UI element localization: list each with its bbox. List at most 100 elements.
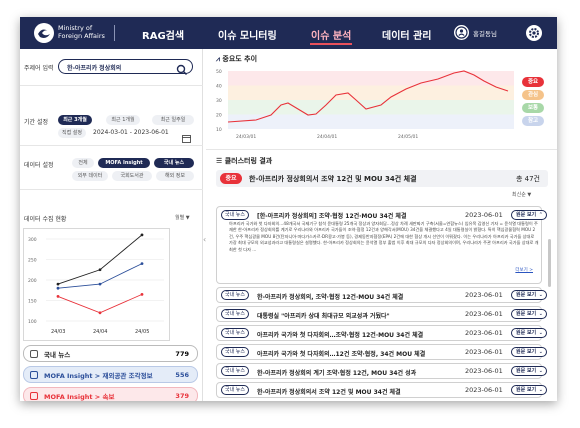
data-point <box>56 282 60 286</box>
calendar-icon[interactable] <box>182 128 191 147</box>
y-tick-label: 50 <box>216 69 222 75</box>
checkbox[interactable] <box>30 370 38 379</box>
user-icon[interactable] <box>454 25 469 40</box>
source-tag: 국내 뉴스 <box>221 290 249 300</box>
nav-issue-analysis[interactable]: 이슈 분석 <box>311 31 352 42</box>
view-original-button[interactable]: 원문 보기 ⌄ <box>511 347 547 357</box>
importance-band <box>228 85 514 100</box>
data-mofa-insight[interactable]: MOFA Insight <box>98 158 150 168</box>
analysis-panel: ⩘ 중요도 추이 50 40 30 20 10 24/03/01 24/04/01 24/05… <box>206 49 557 401</box>
importance-band <box>228 71 514 86</box>
divider <box>20 189 203 190</box>
user-name[interactable]: 홍길동님 <box>473 30 497 38</box>
data-point <box>140 292 144 296</box>
article-row[interactable]: 국내 뉴스 아프리카 국가와 첫 다자회의…12건 조약·협정, 34건 MOU … <box>216 344 547 360</box>
topic-search-input[interactable]: 한-아프리카 정상회의 <box>58 59 193 76</box>
view-original-button[interactable]: 원문 보기 ⌄ <box>511 328 547 338</box>
checkbox[interactable] <box>30 349 38 358</box>
chevron-down-icon: ⌄ <box>538 368 543 374</box>
active-nav-indicator <box>310 43 352 45</box>
read-more-link[interactable]: 더보기 > <box>515 268 533 273</box>
top-nav-bar: Ministry of Foreign Affairs RAG검색 이슈 모니터… <box>20 17 557 49</box>
article-title[interactable]: [한-아프리카 정상회의] 조약·협정 12건·MOU 34건 체결 <box>257 213 407 220</box>
data-point <box>98 311 102 315</box>
view-original-button[interactable]: 원문 보기 ⌄ <box>511 366 547 376</box>
view-original-label: 원문 보기 <box>516 330 537 336</box>
header-divider <box>114 25 115 41</box>
data-overseas[interactable]: 해외 정보 <box>156 171 194 181</box>
divider <box>206 149 557 150</box>
source-tag: 국내 뉴스 <box>221 366 249 376</box>
topic-value[interactable]: 한-아프리카 정상회의 <box>67 65 122 72</box>
article-date: 2023-06-01 <box>465 348 503 356</box>
article-row[interactable]: 국내 뉴스 한-아프리카 정상회의, 조약·협정 12건·MOU 34건 체결 20… <box>216 287 547 303</box>
source-count: 779 <box>175 349 189 358</box>
period-custom[interactable]: 직접 설정 <box>58 128 86 138</box>
collection-label: 데이터 수집 현황 <box>24 216 67 223</box>
importance-trend-svg: 50 40 30 20 10 24/03/01 24/04/01 24/05/01 <box>216 69 514 140</box>
search-icon[interactable] <box>176 61 188 80</box>
source-tag: 국내 뉴스 <box>221 385 249 395</box>
mofa-logo-icon[interactable] <box>34 23 54 43</box>
period-1month[interactable]: 최근 1개월 <box>106 115 140 125</box>
article-title[interactable]: 한-아프리카 정상회의서 조약 12건 및 MOU 34건 체결 <box>257 389 401 396</box>
data-domestic-news[interactable]: 국내 뉴스 <box>154 158 194 168</box>
y-tick-label: 250 <box>28 258 37 264</box>
legend-interest[interactable]: 관심 <box>522 90 544 100</box>
chevron-down-icon: ⌄ <box>538 292 543 298</box>
source-row-mofa-breaking[interactable]: MOFA Insight > 속보 379 <box>23 387 198 401</box>
view-original-label: 원문 보기 <box>516 368 537 374</box>
source-tag: 국내 뉴스 <box>221 309 249 319</box>
article-row[interactable]: 국내 뉴스 한-아프리카 정상회의서 조약 12건 및 MOU 34건 체결 202… <box>216 382 547 398</box>
view-original-label: 원문 보기 <box>516 349 537 355</box>
org-name-line1: Ministry of <box>58 24 93 32</box>
article-title[interactable]: 아프리카 국가와 첫 다자회의…12건 조약·협정, 34건 MOU 체결 <box>257 351 426 358</box>
scrollbar[interactable] <box>548 239 551 287</box>
importance-trend-chart: 50 40 30 20 10 24/03/01 24/04/01 24/05/01 중요 관심… <box>216 65 548 142</box>
legend-important[interactable]: 중요 <box>522 77 544 87</box>
topic-label: 주제어 입력 <box>24 65 54 72</box>
source-row-domestic-news[interactable]: 국내 뉴스 779 <box>23 345 198 362</box>
divider <box>20 145 203 146</box>
data-point <box>98 282 102 286</box>
article-title[interactable]: 한-아프리카 정상회의 계기 조약·협정 12건, MOU 34건 성과 <box>257 370 417 377</box>
data-all[interactable]: 전체 <box>72 158 94 168</box>
chevron-down-icon: ⌄ <box>538 349 543 355</box>
view-original-button[interactable]: 원문 보기 ⌄ <box>511 309 547 319</box>
chevron-down-icon: ⌄ <box>538 330 543 336</box>
y-tick-label: 300 <box>28 237 37 243</box>
legend-reference[interactable]: 참고 <box>522 116 544 126</box>
sort-dropdown[interactable]: 최신순 ▼ <box>512 192 532 198</box>
cluster-headline: 한-아프리카 정상회의서 조약 12건 및 MOU 34건 체결 <box>249 175 417 183</box>
period-dropdown[interactable]: 월별 ▼ <box>175 215 190 221</box>
data-point <box>140 262 144 265</box>
period-3months[interactable]: 최근 3개월 <box>58 115 92 125</box>
view-original-button[interactable]: 원문 보기 ⌄ <box>511 385 547 395</box>
x-tick-label: 24/03/01 <box>236 134 256 140</box>
article-title[interactable]: 대통령실 "아프리카 상대 최대규모 외교성과 거뒀다" <box>257 313 390 320</box>
checkbox[interactable] <box>30 391 38 400</box>
data-national-library[interactable]: 국회도서관 <box>112 171 152 181</box>
view-original-button[interactable]: 원문 보기 ⌄ <box>511 290 547 300</box>
nav-issue-monitoring[interactable]: 이슈 모니터링 <box>218 31 277 42</box>
article-row[interactable]: 국내 뉴스 한-아프리카 정상회의 계기 조약·협정 12건, MOU 34건 성… <box>216 363 547 379</box>
view-original-button[interactable]: 원문 보기 ⌃ <box>511 210 547 220</box>
collapse-panel-icon[interactable]: ‹ <box>203 235 207 244</box>
article-row[interactable]: 국내 뉴스 대통령실 "아프리카 상대 최대규모 외교성과 거뒀다" 2023-06… <box>216 306 547 322</box>
data-external[interactable]: 외부 데이터 <box>72 171 108 181</box>
expanded-article[interactable]: 국내 뉴스 [한-아프리카 정상회의] 조약·협정 12건·MOU 34건 체결… <box>216 206 547 284</box>
legend-normal[interactable]: 보통 <box>522 103 544 113</box>
article-row[interactable]: 국내 뉴스 아프리카 국가와 첫 다자회의…조약·협정 12건·MOU 34건 체… <box>216 325 547 341</box>
cluster-summary-banner: 중요 한-아프리카 정상회의서 조약 12건 및 MOU 34건 체결 총 47… <box>216 170 548 187</box>
source-row-mofa-embassy[interactable]: MOFA Insight > 재외공관 조각정보 556 <box>23 366 198 383</box>
source-tag: 국내 뉴스 <box>221 328 249 338</box>
app-window: Ministry of Foreign Affairs RAG검색 이슈 모니터… <box>20 17 557 401</box>
y-tick-label: 10 <box>216 127 222 133</box>
article-title[interactable]: 한-아프리카 정상회의, 조약·협정 12건·MOU 34건 체결 <box>257 294 404 301</box>
gear-icon[interactable] <box>526 25 542 41</box>
period-1week[interactable]: 최근 일주일 <box>152 115 194 125</box>
date-range[interactable]: 2024-03-01 - 2023-06-01 <box>93 129 169 136</box>
article-title[interactable]: 아프리카 국가와 첫 다자회의…조약·협정 12건·MOU 34건 체결 <box>257 332 424 339</box>
nav-rag-search[interactable]: RAG검색 <box>142 31 185 42</box>
nav-data-management[interactable]: 데이터 관리 <box>382 31 432 42</box>
